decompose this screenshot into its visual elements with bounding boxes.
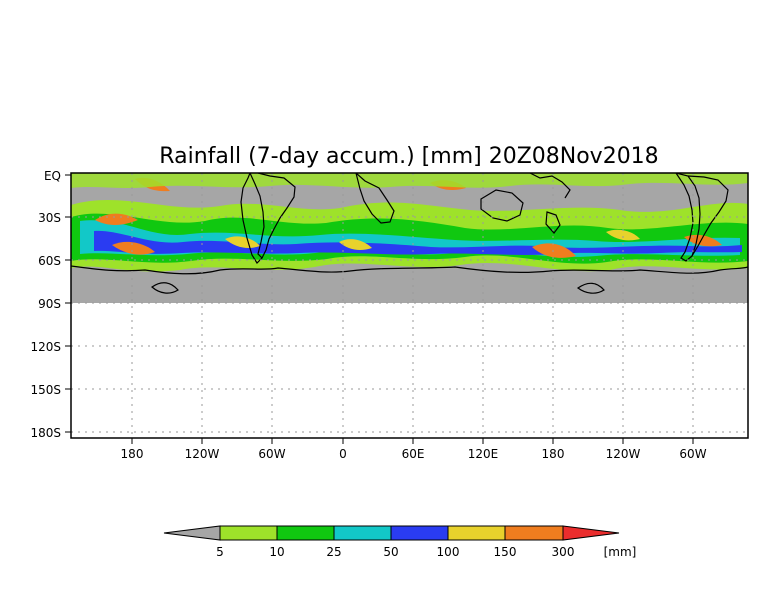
- map-frame: [70, 172, 749, 439]
- colorbar-right-arrow: [562, 525, 620, 541]
- colorbar-bin-25-50: [333, 525, 392, 541]
- rain-patch: [606, 229, 640, 241]
- colorbar-label-10: 10: [269, 545, 284, 559]
- x-tick-label-60w: 60W: [258, 447, 285, 461]
- x-tick-label-180-repeat: 180: [542, 447, 565, 461]
- map-title: Rainfall (7-day accum.) [mm] 20Z08Nov201…: [159, 144, 658, 169]
- colorbar-bin-10-25: [276, 525, 335, 541]
- rain-patch: [532, 243, 576, 258]
- colorbar-bin-50-100: [390, 525, 449, 541]
- x-tick-label-180: 180: [121, 447, 144, 461]
- colorbar-left-arrow: [163, 525, 221, 541]
- south-america-outline-west: [240, 173, 265, 264]
- colorbar: 5 10 25 50 100 150 300 [mm]: [163, 525, 637, 559]
- antarctic-peninsula-east: [576, 282, 605, 294]
- y-tick-label-150s: 150S: [30, 383, 61, 397]
- rain-patch: [95, 213, 138, 225]
- y-tick-label-eq: EQ: [44, 169, 61, 183]
- colorbar-label-25: 25: [326, 545, 341, 559]
- antarctic-peninsula-west: [151, 282, 179, 294]
- australia-outline: [480, 189, 524, 222]
- colorbar-label-50: 50: [383, 545, 398, 559]
- colorbar-bin-100-150: [447, 525, 506, 541]
- y-tick-label-30s: 30S: [38, 211, 61, 225]
- colorbar-bin-150-300: [504, 525, 564, 541]
- south-america-outline-east: [675, 173, 701, 262]
- colorbar-label-100: 100: [437, 545, 460, 559]
- coastlines: [71, 173, 748, 294]
- rain-patch: [112, 241, 155, 255]
- south-america-coast-east: [687, 175, 729, 257]
- rainfall-bands: [71, 173, 748, 272]
- rain-patch: [339, 239, 372, 250]
- y-tick-label-60s: 60S: [38, 254, 61, 268]
- grid-lines: [71, 173, 748, 438]
- south-america-coast-west: [257, 173, 296, 259]
- colorbar-unit: [mm]: [604, 545, 637, 559]
- y-tick-label-90s: 90S: [38, 297, 61, 311]
- very-heavy-rain-band: [94, 230, 742, 255]
- rain-patch: [225, 236, 260, 248]
- africa-outline-west: [355, 173, 395, 224]
- maritime-islands-outline: [529, 173, 571, 199]
- x-tick-label-120w-repeat: 120W: [606, 447, 641, 461]
- x-tick-label-0: 0: [339, 447, 347, 461]
- colorbar-label-5: 5: [216, 545, 224, 559]
- x-tick-label-60e: 60E: [402, 447, 425, 461]
- x-tick-label-120w: 120W: [185, 447, 220, 461]
- map-plot-area: [71, 173, 748, 438]
- y-tick-label-180s: 180S: [30, 426, 61, 440]
- x-axis: 180 120W 60W 0 60E 120E 180 120W 60W: [121, 438, 707, 461]
- y-tick-label-120s: 120S: [30, 340, 61, 354]
- new-zealand-outline: [545, 211, 561, 234]
- x-tick-label-120e: 120E: [468, 447, 499, 461]
- antarctica-coast: [71, 265, 748, 275]
- colorbar-label-300: 300: [552, 545, 575, 559]
- tropical-rain-strip: [71, 173, 748, 188]
- x-tick-label-60w-repeat: 60W: [679, 447, 706, 461]
- colorbar-label-150: 150: [494, 545, 517, 559]
- colorbar-bin-5-10: [219, 525, 278, 541]
- y-axis: EQ 30S 60S 90S 120S 150S 180S: [30, 169, 71, 440]
